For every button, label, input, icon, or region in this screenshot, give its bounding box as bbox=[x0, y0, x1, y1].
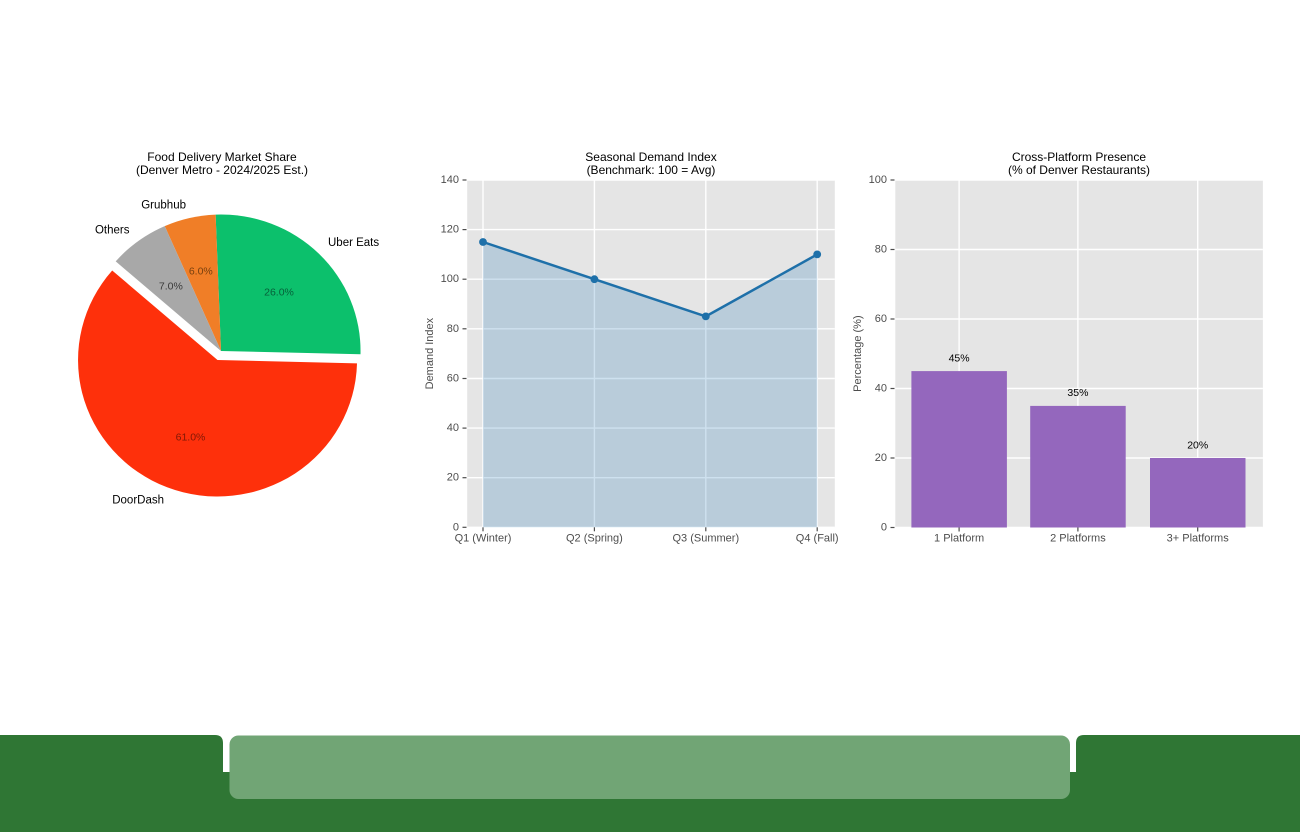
svg-text:45%: 45% bbox=[949, 352, 970, 364]
svg-text:Food Delivery Market Share: Food Delivery Market Share bbox=[147, 150, 297, 164]
svg-text:20%: 20% bbox=[1187, 439, 1208, 451]
svg-text:Seasonal Demand Index: Seasonal Demand Index bbox=[585, 150, 716, 164]
svg-text:40: 40 bbox=[875, 383, 887, 395]
svg-text:61.0%: 61.0% bbox=[176, 431, 206, 443]
svg-text:140: 140 bbox=[441, 174, 459, 186]
svg-text:6.0%: 6.0% bbox=[189, 266, 213, 278]
svg-text:Demand Index: Demand Index bbox=[424, 317, 436, 389]
svg-text:80: 80 bbox=[875, 244, 887, 256]
svg-text:60: 60 bbox=[875, 313, 887, 325]
svg-text:2 Platforms: 2 Platforms bbox=[1050, 533, 1106, 545]
svg-text:1 Platform: 1 Platform bbox=[934, 533, 984, 545]
svg-text:Q4 (Fall): Q4 (Fall) bbox=[796, 533, 839, 545]
svg-text:120: 120 bbox=[441, 224, 459, 236]
svg-text:80: 80 bbox=[447, 323, 459, 335]
svg-text:Percentage (%): Percentage (%) bbox=[852, 315, 864, 391]
svg-text:100: 100 bbox=[441, 273, 459, 285]
svg-text:(% of Denver Restaurants): (% of Denver Restaurants) bbox=[1008, 163, 1150, 177]
svg-text:40: 40 bbox=[447, 422, 459, 434]
svg-text:3+ Platforms: 3+ Platforms bbox=[1167, 533, 1230, 545]
svg-text:20: 20 bbox=[875, 452, 887, 464]
svg-text:26.0%: 26.0% bbox=[264, 287, 294, 299]
svg-text:DoorDash: DoorDash bbox=[112, 495, 164, 507]
svg-text:Q3 (Summer): Q3 (Summer) bbox=[672, 533, 739, 545]
svg-text:20: 20 bbox=[447, 472, 459, 484]
svg-text:0: 0 bbox=[881, 522, 887, 534]
svg-text:Q1 (Winter): Q1 (Winter) bbox=[455, 533, 512, 545]
svg-text:7.0%: 7.0% bbox=[159, 281, 183, 293]
svg-text:100: 100 bbox=[869, 174, 887, 186]
svg-text:60: 60 bbox=[447, 373, 459, 385]
svg-text:(Benchmark: 100 = Avg): (Benchmark: 100 = Avg) bbox=[587, 163, 716, 177]
svg-text:Others: Others bbox=[95, 225, 130, 237]
svg-text:(Denver Metro - 2024/2025 Est.: (Denver Metro - 2024/2025 Est.) bbox=[136, 163, 308, 177]
svg-text:Cross-Platform Presence: Cross-Platform Presence bbox=[1012, 150, 1146, 164]
svg-text:Uber Eats: Uber Eats bbox=[328, 237, 379, 249]
svg-text:0: 0 bbox=[453, 521, 459, 533]
svg-text:Grubhub: Grubhub bbox=[141, 200, 186, 212]
svg-text:35%: 35% bbox=[1067, 387, 1088, 399]
svg-text:Q2 (Spring): Q2 (Spring) bbox=[566, 533, 623, 545]
